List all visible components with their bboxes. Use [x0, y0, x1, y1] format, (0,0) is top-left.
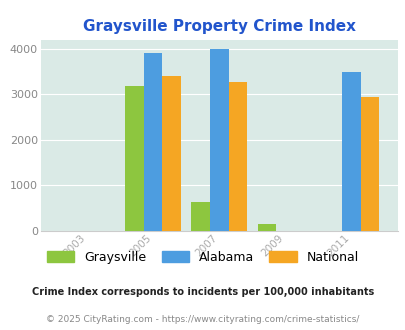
Bar — [341, 72, 360, 231]
Bar — [191, 202, 209, 231]
Text: Crime Index corresponds to incidents per 100,000 inhabitants: Crime Index corresponds to incidents per… — [32, 287, 373, 297]
Legend: Graysville, Alabama, National: Graysville, Alabama, National — [43, 247, 362, 268]
Bar — [257, 224, 275, 231]
Bar — [143, 53, 162, 231]
Bar — [125, 86, 143, 231]
Title: Graysville Property Crime Index: Graysville Property Crime Index — [83, 19, 355, 34]
Bar — [360, 97, 378, 231]
Bar — [228, 82, 246, 231]
Bar — [162, 76, 180, 231]
Bar — [209, 49, 228, 231]
Text: © 2025 CityRating.com - https://www.cityrating.com/crime-statistics/: © 2025 CityRating.com - https://www.city… — [46, 314, 359, 324]
